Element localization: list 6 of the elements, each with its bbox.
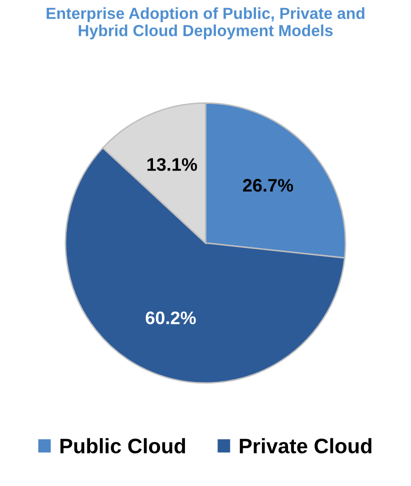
- data-label: 13.1%: [147, 158, 198, 171]
- legend-label: Private Cloud: [240, 438, 372, 454]
- chart-title: Enterprise Adoption of Public, Private and Hybrid Cloud Deployment Models: [46, 7, 364, 40]
- data-label: 26.7%: [243, 178, 294, 192]
- data-label: 60.2%: [146, 311, 196, 324]
- legend-label: Public Cloud: [60, 438, 186, 454]
